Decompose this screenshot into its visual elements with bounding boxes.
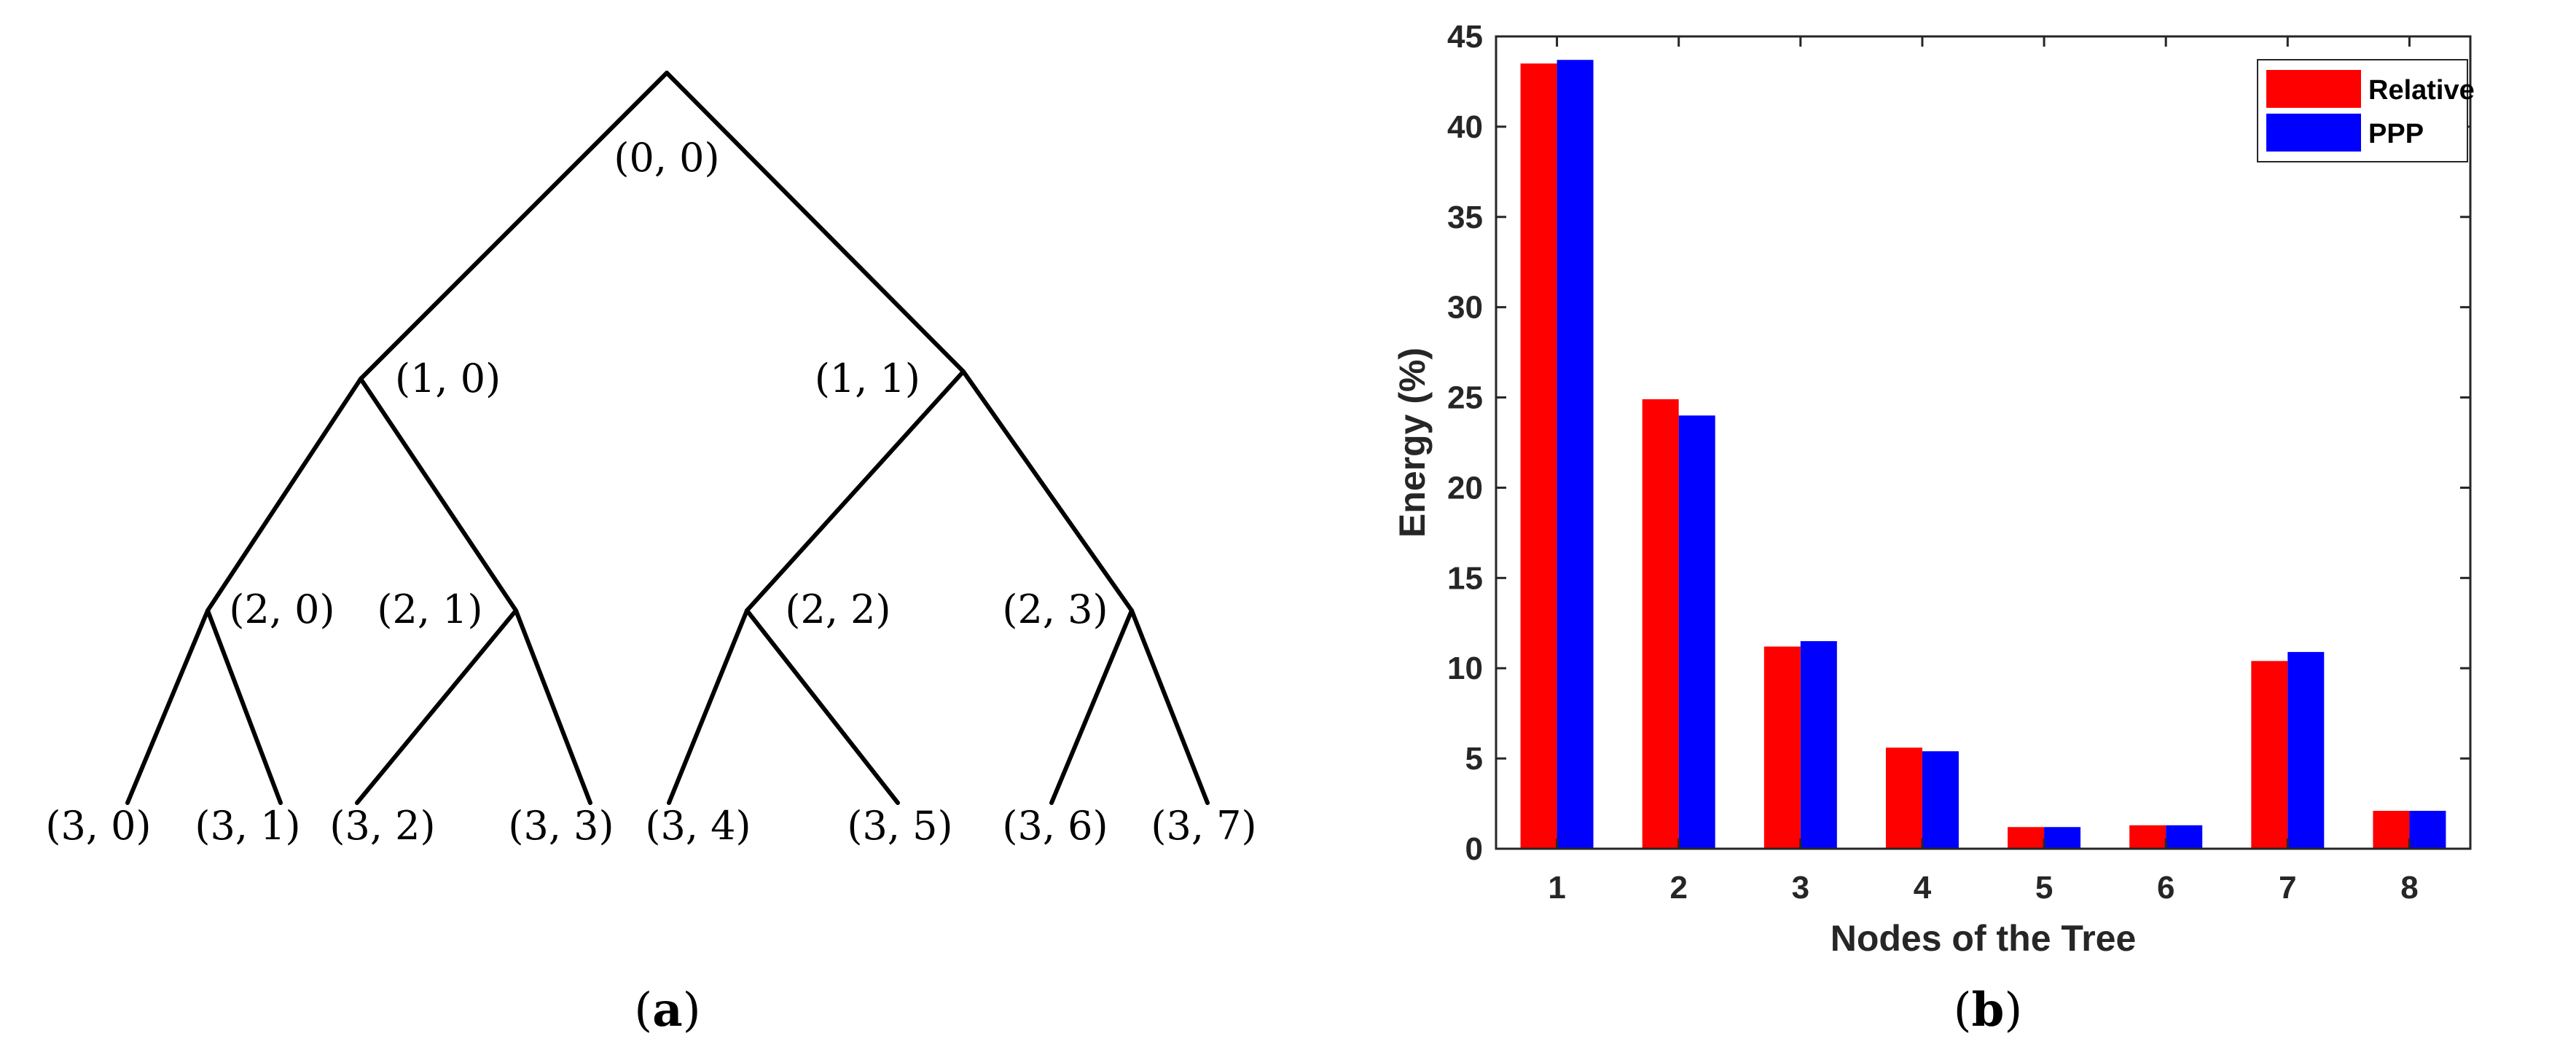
bar-ppp [1678,415,1715,849]
x-tick-label: 4 [1914,870,1932,906]
tree-edge [1049,608,1134,805]
y-axis-title: Energy (%) [1392,348,1433,538]
node-label-level3: (3, 0) [45,803,151,849]
x-tick-label: 6 [2157,870,2174,906]
caption-a-letter: a [652,983,682,1037]
bar-relative [2008,827,2045,849]
bar-ppp [1557,60,1594,849]
y-tick-labels: 0 5 10 15 20 25 30 35 40 45 [1447,19,1483,867]
bar-relative [2129,825,2166,849]
bar-relative [2373,810,2410,849]
axes [1495,35,2472,850]
node-label-level2: (2, 3) [1002,586,1108,632]
node-label-level3: (3, 2) [329,803,435,849]
legend-swatch-relative [2266,70,2361,108]
tree-edges [125,71,1210,805]
legend-label-relative: Relative [2368,75,2475,106]
bar-relative [1763,646,1801,849]
bar-relative [1520,63,1557,849]
y-tick-label: 5 [1465,741,1483,777]
tree-edge [961,369,1134,613]
y-tick-label: 30 [1447,290,1483,326]
bar-relative [2251,661,2288,849]
y-tick-label: 15 [1447,560,1483,596]
x-axis-title: Nodes of the Tree [1831,918,2137,959]
bar-ppp [2409,810,2446,849]
y-tick-label: 45 [1447,19,1483,55]
bar-ppp [2287,651,2325,849]
tree-edge [359,71,669,381]
bar-relative [1885,747,1922,849]
x-tick-label: 2 [1669,870,1687,906]
x-tick-label: 8 [2400,870,2418,906]
node-label-level2: (2, 1) [377,586,482,632]
node-label-level3: (3, 5) [847,803,952,849]
node-label-root: (0, 0) [614,135,719,181]
tree-edge [667,608,749,805]
bars [1520,60,2446,849]
x-tick-label: 5 [2035,870,2053,906]
x-tick-label: 1 [1548,870,1565,906]
node-label-level3: (3, 6) [1002,803,1108,849]
caption-b: (b) [1954,983,2023,1037]
bar-ppp [2044,827,2081,849]
node-label-level3: (3, 3) [508,803,614,849]
tree-edge [205,377,363,613]
node-label-level3: (3, 1) [195,803,300,849]
node-label-level3: (3, 4) [645,803,751,849]
tree-edge [1130,608,1210,805]
bar-ppp [2166,825,2203,849]
y-tick-label: 35 [1447,200,1483,235]
x-tick-labels: 1 2 3 4 5 6 7 8 [1548,870,2418,906]
y-tick-label: 0 [1465,831,1483,867]
y-tick-label: 25 [1447,380,1483,416]
node-label-level2: (2, 2) [785,586,890,632]
node-label-level1: (1, 1) [815,356,920,401]
tree-edge [665,71,966,374]
tree-edge [125,608,210,805]
tree-edge [745,608,900,805]
x-tick-label: 7 [2279,870,2296,906]
legend-swatch-ppp [2266,114,2361,152]
bar-ppp [1922,751,1959,849]
tree-edge [745,369,966,613]
legend: Relative PPP [2257,59,2475,162]
y-tick-label: 10 [1447,651,1483,686]
x-tick-label: 3 [1792,870,1809,906]
legend-label-ppp: PPP [2368,119,2424,149]
tree-edge [205,608,283,805]
bar-ppp [1800,641,1837,849]
plot-frame [1495,35,2472,850]
caption-a: (a) [634,983,700,1037]
y-tick-label: 20 [1447,470,1483,506]
node-label-level1: (1, 0) [395,356,501,401]
node-label-level3: (3, 7) [1151,803,1256,849]
tree-edge [355,608,518,805]
tree-edge [359,377,518,613]
node-label-level2: (2, 0) [229,586,334,632]
caption-b-letter: b [1972,983,2005,1037]
tree-edge [514,608,592,805]
bar-relative [1642,399,1679,849]
tree-diagram: (0, 0) (1, 0) (1, 1) (2, 0) (2, 1) (2, 2… [45,71,1257,1037]
y-tick-label: 40 [1447,109,1483,145]
